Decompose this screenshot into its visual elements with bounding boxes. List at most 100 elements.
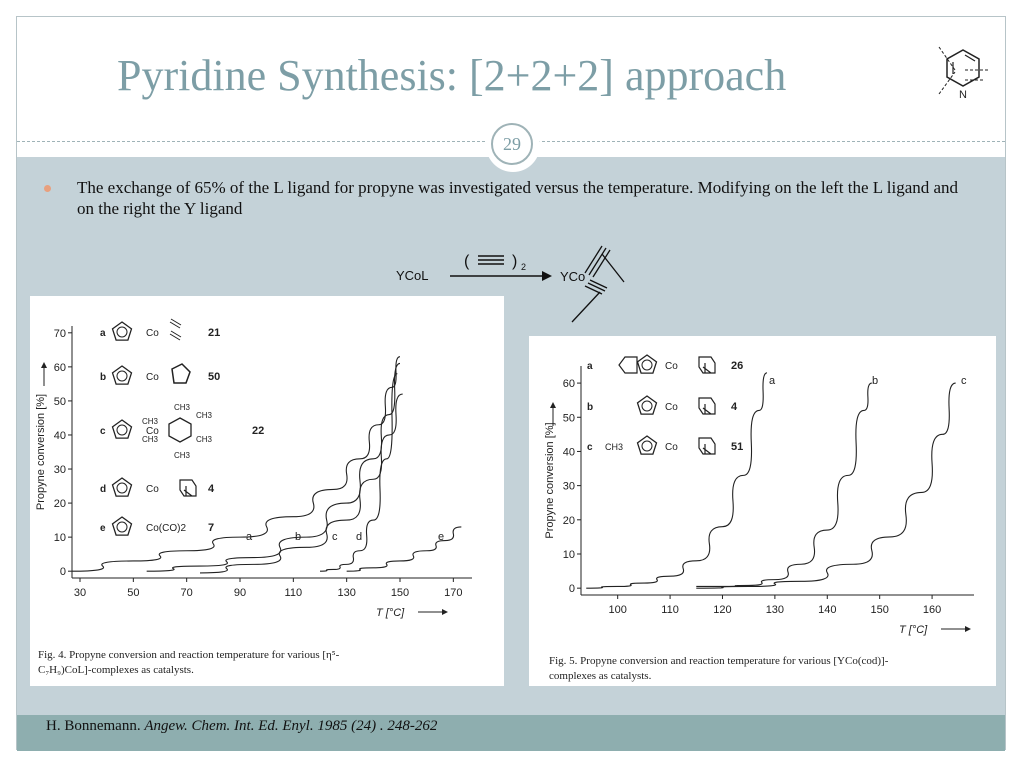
ethene-ligand-icon: [169, 318, 182, 341]
cyclopentadienyl-icon: [111, 477, 133, 497]
figure-5-caption-line1: Fig. 5. Propyne conversion and reaction …: [549, 655, 889, 667]
benzo-ring-icon: [618, 356, 638, 374]
series-label-c: c: [961, 375, 967, 387]
aromatic-circle-icon: [116, 370, 128, 382]
y-tick-label: 50: [54, 396, 66, 408]
pyridine-icon: N: [938, 46, 990, 101]
citation-journal: Angew. Chem. Int. Ed. Enyl.: [144, 718, 314, 734]
y-tick-label: 60: [563, 378, 575, 390]
aromatic-circle-icon: [641, 440, 653, 452]
legend-metal: Co: [146, 372, 159, 383]
methyl-label: CH3: [196, 435, 213, 444]
y-tick-label: 10: [54, 532, 66, 544]
x-tick-label: 160: [923, 604, 941, 616]
cyclopentadienyl-icon: [111, 516, 133, 536]
legend-letter: b: [100, 372, 106, 383]
aromatic-circle-icon: [116, 424, 128, 436]
legend-metal: Co: [665, 442, 678, 453]
legend-letter: e: [100, 523, 106, 534]
scheme-product: YCo: [560, 269, 585, 284]
legend-compound-number: 50: [208, 371, 220, 383]
citation-volume: 1985 (24) . 248-262: [317, 718, 438, 734]
y-tick-label: 0: [60, 566, 66, 578]
x-tick-label: 150: [871, 604, 889, 616]
cyclopentadienyl-icon: [111, 365, 133, 385]
legend-metal: Co: [146, 484, 159, 495]
svg-text:N: N: [959, 89, 967, 101]
scheme-reagent-open: (: [464, 253, 470, 270]
cyclopentadienyl-icon: [636, 435, 658, 455]
y-tick-label: 10: [563, 549, 575, 561]
series-line-c: [199, 393, 403, 574]
legend-letter: c: [587, 442, 593, 453]
y-tick-label: 30: [563, 481, 575, 493]
x-tick-label: 150: [391, 587, 409, 599]
legend-compound-number: 21: [208, 327, 220, 339]
aromatic-circle-icon: [116, 326, 128, 338]
y-tick-label: 40: [54, 430, 66, 442]
x-tick-label: 120: [713, 604, 731, 616]
legend-letter: b: [587, 402, 593, 413]
series-label-a: a: [769, 375, 776, 387]
aromatic-circle-icon: [116, 482, 128, 494]
x-tick-label: 110: [661, 604, 679, 616]
figure-4: a Co 21 b Co 50 c Co CH3 CH3 CH3 CH3 CH3 CH3 22 d Co 4 e Co…: [30, 296, 504, 686]
y-tick-label: 0: [569, 583, 575, 595]
hexamethylbenzene-icon: [168, 417, 192, 443]
aromatic-circle-icon: [641, 359, 653, 371]
legend-metal: Co: [146, 328, 159, 339]
methyl-label: CH3: [142, 435, 159, 444]
methyl-label: CH3: [142, 417, 159, 426]
legend-letter: c: [100, 426, 106, 437]
figure-5-legend: a Co 26 b Co 4 c CH3 Co 51: [587, 354, 743, 455]
series-label-b: b: [872, 375, 878, 387]
methyl-label: CH3: [174, 403, 191, 412]
x-tick-label: 110: [285, 587, 303, 599]
legend-compound-number: 51: [731, 441, 743, 453]
y-tick-label: 30: [54, 464, 66, 476]
figure-5: a Co 26 b Co 4 c CH3 Co 51 Fig. 5. Propyne conver…: [529, 336, 996, 686]
aromatic-circle-icon: [641, 400, 653, 412]
legend-metal: Co: [665, 402, 678, 413]
aromatic-circle-icon: [116, 521, 128, 533]
citation: H. Bonnemann. Angew. Chem. Int. Ed. Enyl…: [46, 718, 437, 735]
chart-plot: 0 10 20 30 40 50 60 70 30 50 70 90 110 130 150 170 Propy…: [35, 326, 472, 619]
x-tick-label: 50: [127, 587, 139, 599]
series-line-b: [146, 362, 401, 572]
cyclopentadienyl-icon: [636, 395, 658, 415]
x-tick-label: 90: [234, 587, 246, 599]
citation-author: H. Bonnemann.: [46, 718, 141, 734]
legend-compound-number: 22: [252, 425, 264, 437]
figure-5-chart: a Co 26 b Co 4 c CH3 Co 51 Fig. 5. Propyne conver…: [544, 354, 974, 682]
series-label-b: b: [295, 531, 301, 543]
x-tick-label: 70: [181, 587, 193, 599]
series-label-a: a: [246, 531, 253, 543]
series-label-e: e: [438, 531, 444, 543]
x-axis-label: T [°C]: [376, 607, 405, 619]
x-axis-arrowhead: [442, 609, 448, 615]
y-tick-label: 20: [54, 498, 66, 510]
series-line-c: [696, 382, 956, 589]
legend-compound-number: 7: [208, 522, 214, 534]
legend-letter: a: [587, 361, 593, 372]
x-tick-label: 130: [766, 604, 784, 616]
series-line-e: [346, 526, 462, 572]
legend-compound-number: 26: [731, 360, 743, 372]
footer-bar: [17, 715, 1005, 751]
x-tick-label: 170: [444, 587, 462, 599]
series-line-a: [586, 372, 768, 589]
y-axis-label: Propyne conversion [%]: [35, 394, 47, 510]
series-label-c: c: [332, 531, 338, 543]
slide-number: 29: [491, 123, 533, 165]
scheme-reagent-subscript: 2: [521, 262, 526, 272]
cyclooctadiene-icon: [698, 437, 716, 455]
y-axis-arrowhead: [41, 362, 47, 368]
x-tick-label: 140: [818, 604, 836, 616]
figure-5-caption-line2: complexes as catalysts.: [549, 670, 652, 682]
y-tick-label: 40: [563, 446, 575, 458]
bullet-text: The exchange of 65% of the L ligand for …: [77, 178, 959, 218]
cyclooctadiene-icon: [698, 356, 716, 374]
cyclopentadienyl-icon: [111, 419, 133, 439]
methyl-label: CH3: [196, 411, 213, 420]
